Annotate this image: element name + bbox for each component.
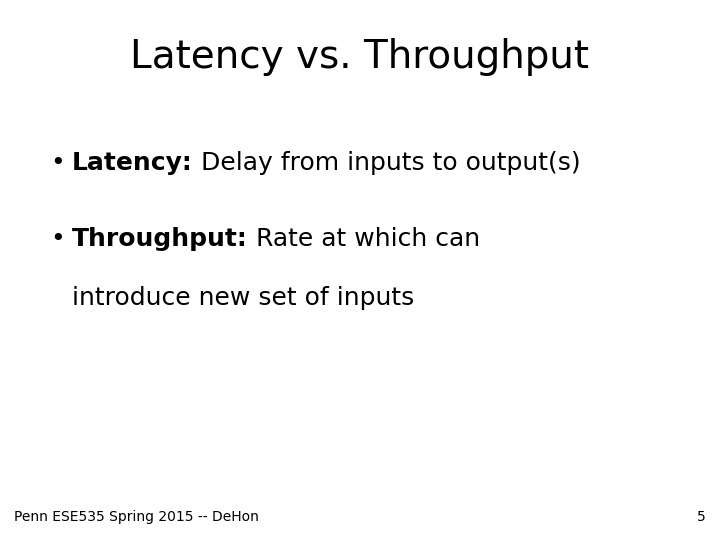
Text: Rate at which can: Rate at which can [248,227,480,251]
Text: 5: 5 [697,510,706,524]
Text: •: • [50,151,65,175]
Text: Latency:: Latency: [72,151,193,175]
Text: Throughput:: Throughput: [72,227,248,251]
Text: introduce new set of inputs: introduce new set of inputs [72,286,414,310]
Text: Penn ESE535 Spring 2015 -- DeHon: Penn ESE535 Spring 2015 -- DeHon [14,510,259,524]
Text: Delay from inputs to output(s): Delay from inputs to output(s) [193,151,580,175]
Text: Latency vs. Throughput: Latency vs. Throughput [130,38,590,76]
Text: •: • [50,227,65,251]
